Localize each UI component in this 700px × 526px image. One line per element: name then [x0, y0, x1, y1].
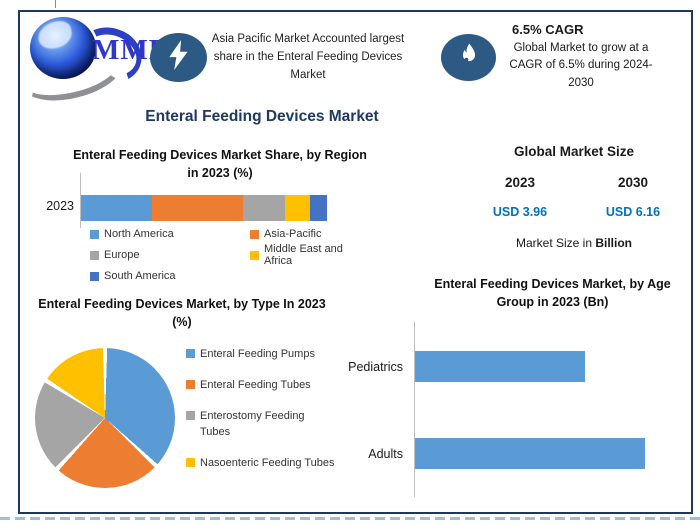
legend-item-south-america: South America	[90, 270, 250, 282]
bar-segment-north-america	[81, 195, 153, 221]
legend-label: Middle East and Africa	[264, 243, 343, 267]
asia-pacific-highlight-text: Asia Pacific Market Accounted largest sh…	[211, 33, 405, 81]
age-bar-track	[415, 351, 665, 382]
bar-segment-south-america	[309, 195, 327, 221]
bottom-dashed-divider	[0, 517, 700, 520]
age-bar-pediatrics	[415, 351, 585, 382]
legend-label: Enteral Feeding Pumps	[200, 348, 315, 360]
page-title: Enteral Feeding Devices Market	[145, 108, 379, 125]
legend-marker-icon	[90, 250, 99, 260]
legend-item-enteral-feeding-pumps: Enteral Feeding Pumps	[186, 347, 336, 363]
legend-marker-icon	[186, 410, 195, 420]
age-category-label: Pediatrics	[348, 359, 403, 374]
legend-item-enterostomy-feeding-tubes: Enterostomy Feeding Tubes	[186, 409, 336, 441]
legend-marker-icon	[250, 250, 259, 260]
region-stacked-bar	[81, 195, 327, 221]
legend-label: Nasoenteric Feeding Tubes	[200, 456, 335, 469]
cagr-title: 6.5% CAGR	[512, 22, 584, 37]
lightning-icon	[166, 40, 192, 75]
legend-marker-icon	[90, 271, 99, 281]
legend-marker-icon	[186, 457, 195, 467]
market-size-note-unit: Billion	[595, 236, 633, 250]
legend-marker-icon	[250, 229, 259, 239]
region-chart-axis	[80, 173, 81, 228]
flame-icon	[458, 42, 480, 74]
region-category-label: 2023	[46, 199, 74, 213]
bar-segment-asia-pacific	[152, 195, 244, 221]
market-size-year-2030: 2030	[617, 175, 649, 190]
cagr-block: 6.5% CAGR Global Market to grow at a CAG…	[506, 22, 656, 92]
legend-label: Enterostomy Feeding Tubes	[200, 409, 305, 438]
legend-marker-icon	[90, 229, 99, 239]
age-row-pediatrics: Pediatrics	[340, 351, 665, 382]
legend-label: Enteral Feeding Tubes	[200, 378, 311, 391]
legend-item-nasoenteric-feeding-tubes: Nasoenteric Feeding Tubes	[186, 456, 336, 472]
legend-item-enteral-feeding-tubes: Enteral Feeding Tubes	[186, 378, 336, 394]
market-size-note: Market Size in Billion	[474, 236, 674, 250]
pie-chart-title: Enteral Feeding Devices Market, by Type …	[38, 297, 326, 329]
legend-marker-icon	[186, 379, 195, 389]
legend-marker-icon	[186, 349, 195, 358]
cagr-description: Global Market to grow at a CAGR of 6.5% …	[509, 42, 653, 89]
legend-label: South America	[104, 270, 176, 282]
age-bar-adults	[415, 438, 645, 469]
legend-label: North America	[104, 228, 174, 240]
region-chart-title: Enteral Feeding Devices Market Share, by…	[73, 148, 367, 180]
bar-segment-europe	[243, 195, 286, 221]
legend-item-north-america: North America	[90, 228, 250, 240]
age-chart-axis	[414, 322, 415, 497]
age-chart-rows: Pediatrics Adults	[340, 351, 665, 469]
age-chart-title: Enteral Feeding Devices Market, by Age G…	[434, 277, 671, 309]
legend-item-asia-pacific: Asia-Pacific	[250, 228, 370, 240]
bar-segment-middle-east-and-africa	[285, 195, 310, 221]
market-size-value-2023: USD 3.96	[492, 205, 548, 219]
market-size-year-2023: 2023	[504, 175, 536, 190]
legend-item-middle-east-and-africa: Middle East and Africa	[250, 243, 370, 267]
pie-legend: Enteral Feeding Pumps Enteral Feeding Tub…	[186, 347, 336, 472]
age-bar-track	[415, 438, 665, 469]
type-pie-chart	[35, 348, 175, 488]
top-tick-mark	[55, 0, 56, 8]
age-row-adults: Adults	[340, 438, 665, 469]
flame-badge	[441, 34, 496, 81]
age-category-label: Adults	[368, 446, 403, 461]
market-size-note-plain: Market Size in	[515, 236, 596, 250]
legend-label: Europe	[104, 249, 140, 261]
region-legend: North America Asia-Pacific Europe Middle Ea…	[90, 228, 370, 282]
legend-label: Asia-Pacific	[264, 228, 322, 240]
market-size-title: Global Market Size	[513, 144, 635, 159]
market-size-value-2030: USD 6.16	[605, 205, 661, 219]
legend-item-europe: Europe	[90, 243, 250, 267]
lightning-badge	[150, 33, 207, 82]
